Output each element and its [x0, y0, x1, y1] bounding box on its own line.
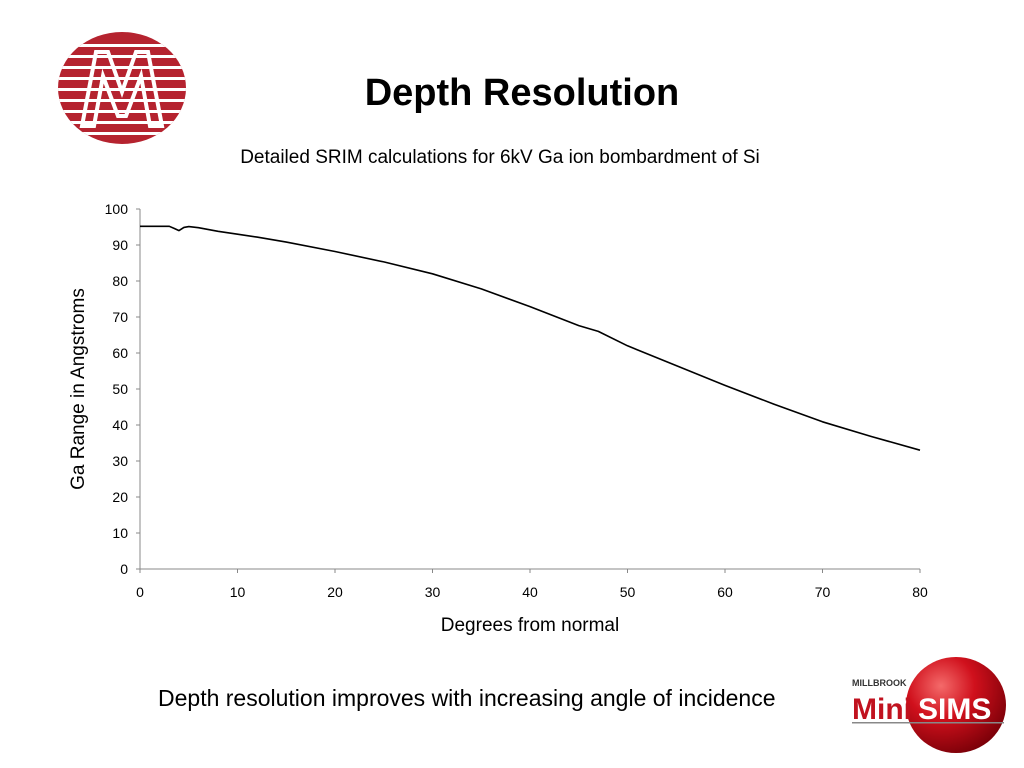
chart-series	[140, 225, 921, 451]
y-tick-label: 70	[112, 309, 128, 325]
y-tick-label: 60	[112, 345, 128, 361]
chart-axes	[139, 209, 920, 570]
x-tick-label: 0	[136, 584, 144, 600]
slide-title: Depth Resolution	[364, 72, 680, 114]
logo-sims-text: SIMS	[918, 693, 991, 726]
chart-title: Detailed SRIM calculations for 6kV Ga io…	[240, 147, 760, 168]
y-tick-label: 20	[112, 489, 128, 505]
y-tick-label: 10	[112, 525, 128, 541]
y-tick-label: 100	[105, 201, 129, 217]
y-tick-label: 40	[112, 417, 128, 433]
x-tick-label: 60	[717, 584, 733, 600]
x-tick-label: 80	[912, 584, 928, 600]
y-tick-label: 0	[120, 561, 128, 577]
x-tick-label: 40	[522, 584, 538, 600]
x-tick-label: 70	[815, 584, 831, 600]
x-tick-label: 30	[425, 584, 441, 600]
y-tick-label: 50	[112, 381, 128, 397]
logo-millbrook-text: MILLBROOK	[852, 678, 907, 688]
x-tick-label: 50	[620, 584, 636, 600]
chart-ticks: 0 10 20 30 40 50 60 70 80 90 100 0 10 20 30 40 50 60 70 80	[105, 201, 928, 600]
x-tick-label: 10	[230, 584, 246, 600]
x-tick-label: 20	[327, 584, 343, 600]
series-line-1	[140, 225, 921, 451]
y-tick-label: 80	[112, 273, 128, 289]
x-axis-label: Degrees from normal	[441, 615, 619, 636]
y-tick-label: 30	[112, 453, 128, 469]
slide-caption: Depth resolution improves with increasin…	[158, 685, 776, 711]
y-axis-label: Ga Range in Angstroms	[68, 288, 89, 490]
millbrook-minisims-logo-icon: MILLBROOK Mini SIMS	[852, 657, 1006, 753]
y-tick-label: 90	[112, 237, 128, 253]
millbrook-m-logo-icon	[58, 32, 186, 144]
logo-mini-text: Mini	[852, 693, 912, 726]
